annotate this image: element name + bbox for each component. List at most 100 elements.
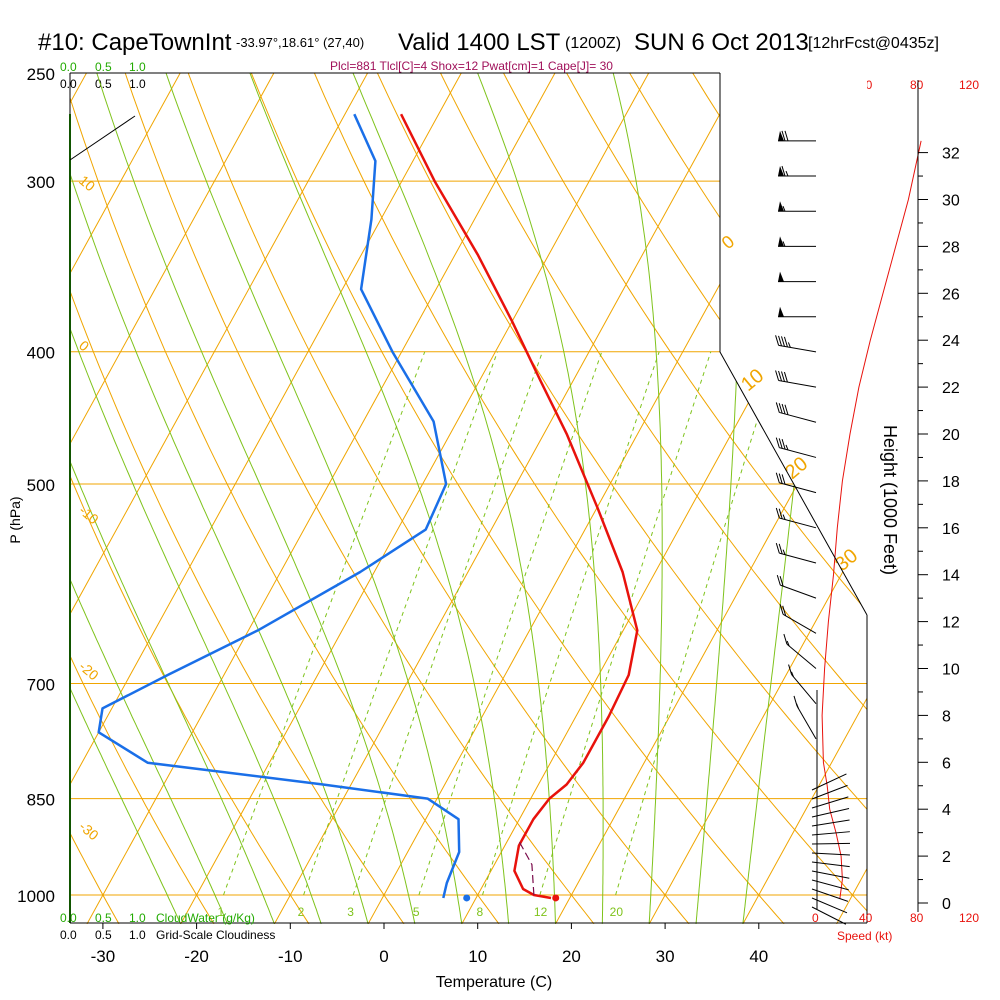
dry-adiabat-line: [70, 831, 120, 924]
wind-barb-flag: [781, 130, 786, 142]
wind-barb: [778, 130, 816, 142]
cloudiness-scale-bottom: 0.0 0.5 1.0 Grid-Scale Cloudiness: [60, 928, 275, 942]
isotherm-line: [86, 73, 556, 924]
wind-barb-flag: [781, 165, 786, 177]
low-level-barb-line: [811, 819, 850, 827]
wind-barb: [778, 236, 816, 247]
speed-top-tick: 80: [910, 78, 924, 92]
dry-adiabat-line: [70, 474, 310, 924]
grid-layer: [0, 49, 1000, 924]
isotherm-line: [930, 49, 1000, 924]
speed-scale-bottom: 0 40 80 120 Speed (kt): [812, 911, 979, 943]
mixing-ratio-label: 20: [610, 905, 624, 919]
wind-barb-flag: [776, 575, 781, 586]
height-tick-label: 18: [942, 474, 960, 491]
height-tick-label: 14: [942, 568, 960, 585]
moist-adiabat-line: [96, 73, 416, 924]
cloudwater-scale-top: 0.0 0.5 1.0: [60, 60, 146, 74]
wind-barb-flag: [784, 130, 789, 142]
wind-barb-staff: [779, 552, 817, 564]
moist-adiabat-line: [70, 686, 182, 924]
wind-barb-staff: [796, 705, 817, 740]
cloudwater-top-tick: 0.5: [95, 60, 112, 74]
dry-adiabat-label: -30: [76, 818, 102, 843]
wind-barb-flag: [775, 472, 780, 483]
pressure-tick-label: 500: [27, 476, 55, 495]
wind-barb-flag: [778, 403, 783, 414]
height-tick-label: 26: [942, 286, 960, 303]
zulu-time: (1200Z): [565, 35, 621, 52]
low-level-barb-line: [811, 861, 850, 868]
wind-barb-staff: [779, 411, 817, 423]
cloudiness-bottom-tick: 0.5: [95, 928, 112, 942]
wind-barb-pennant: [778, 166, 784, 177]
wind-barb-half-flag: [787, 342, 791, 348]
wind-barb-flag: [781, 439, 786, 450]
low-level-barb-line: [811, 897, 848, 914]
moist-adiabat-line: [612, 73, 663, 924]
wind-barb: [779, 604, 817, 634]
dry-adiabat-line: [124, 73, 595, 924]
moist-adiabat-line: [249, 73, 510, 924]
cloudiness-top-tick: 0.0: [60, 77, 77, 91]
wind-barb: [788, 664, 817, 704]
mixing-ratio-label: 5: [413, 905, 420, 919]
wind-barb: [778, 165, 816, 177]
temperature-tick-label: -10: [278, 947, 303, 966]
cloudwater-top-tick: 0.0: [60, 60, 77, 74]
dry-adiabat-line: [313, 73, 867, 912]
dry-adiabat-label: -10: [76, 502, 102, 527]
upper-right-mask: [720, 73, 867, 615]
wind-barb-pennant: [778, 306, 784, 317]
cloudwater-scale-bottom: 0.0 0.5 1.0 CloudWater (g/Kg): [60, 911, 255, 925]
moist-adiabat-line: [352, 73, 556, 924]
wind-barb-flag: [781, 474, 786, 485]
cloudwater-top-tick: 1.0: [129, 60, 146, 74]
isotherm-line: [0, 49, 6, 924]
wind-barb-flag: [782, 605, 787, 616]
stability-indices: Plcl=881 Tlcl[C]=4 Shox=12 Pwat[cm]=1 Ca…: [330, 59, 613, 73]
moist-adiabat-line: [165, 73, 463, 924]
wind-barb-flag: [783, 633, 788, 645]
wind-barb-half-flag: [782, 241, 786, 247]
height-tick-label: 16: [942, 521, 960, 538]
isotherm-line: [273, 73, 743, 924]
wind-barb: [775, 370, 817, 388]
height-tick-label: 20: [942, 427, 960, 444]
height-tick-label: 4: [942, 802, 951, 819]
wind-barb-flag: [778, 508, 783, 519]
pressure-tick-label: 400: [27, 344, 55, 363]
pressure-tick-label: 700: [27, 676, 55, 695]
isotherm-line: [461, 186, 867, 924]
low-level-barb-line: [811, 879, 849, 891]
station-title: #10: CapeTownInt: [38, 29, 232, 56]
dry-adiabat-line: [70, 289, 405, 924]
wind-barb: [776, 575, 817, 599]
isotherm-line: [742, 697, 867, 924]
wind-barb-pennant: [778, 201, 784, 212]
height-tick-label: 10: [942, 662, 960, 679]
cloudiness-bottom-tick: 0.0: [60, 928, 77, 942]
low-level-barb-line: [811, 831, 850, 836]
dry-adiabat-line: [250, 73, 785, 924]
wind-barb-flag: [781, 336, 785, 347]
valid-time: Valid 1400 LST: [398, 29, 561, 56]
low-level-barb-line: [811, 852, 850, 856]
moist-adiabat-line: [477, 73, 604, 924]
wind-barb-flag: [779, 604, 784, 615]
wind-barb-staff: [791, 674, 817, 704]
mask-boundary-line: [719, 73, 868, 616]
wind-barb: [775, 542, 817, 564]
temperature-tick-label: 10: [468, 947, 487, 966]
isotherm-line: [70, 73, 462, 786]
mixing-ratio-label: 12: [534, 905, 548, 919]
speed-bottom-tick: 120: [959, 911, 979, 925]
wind-barb: [778, 201, 816, 212]
cloudiness-top-tick: 0.5: [95, 77, 112, 91]
isotherm-line: [70, 73, 181, 275]
dry-adiabat-label: -20: [76, 658, 102, 683]
moist-adiabat-line: [70, 578, 228, 924]
wind-barb: [783, 633, 817, 669]
station-location: -33.97°,18.61° (27,40): [236, 35, 364, 50]
